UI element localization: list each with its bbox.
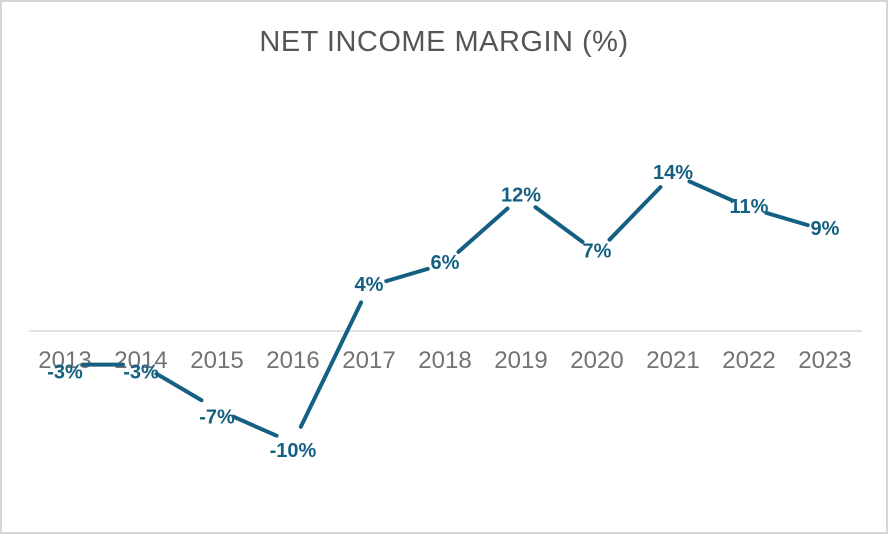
line-segment: [384, 266, 430, 284]
axis-label-2015: 2015: [190, 347, 243, 374]
axis-label-2017: 2017: [342, 347, 395, 374]
axis-label-2022: 2022: [722, 347, 775, 374]
line-segment: [764, 210, 810, 228]
data-label-2016: -10%: [270, 440, 317, 462]
axis-label-2020: 2020: [570, 347, 623, 374]
data-label-2013: -3%: [47, 362, 83, 384]
data-label-2015: -7%: [199, 406, 235, 428]
line-segment: [298, 300, 364, 429]
axis-label-2019: 2019: [494, 347, 547, 374]
data-label-2020: 7%: [583, 241, 612, 263]
line-segment: [154, 371, 204, 403]
data-label-2017: 4%: [355, 274, 384, 296]
data-label-2019: 12%: [501, 185, 541, 207]
axis-label-2016: 2016: [266, 347, 319, 374]
data-label-2018: 6%: [431, 252, 460, 274]
axis-label-2021: 2021: [646, 347, 699, 374]
data-label-2023: 9%: [811, 218, 840, 240]
axis-label-2023: 2023: [798, 347, 851, 374]
line-segment: [687, 179, 735, 203]
data-label-2021: 14%: [653, 162, 693, 184]
line-segment: [456, 206, 510, 254]
line-segment: [533, 205, 585, 244]
line-segment: [607, 185, 663, 242]
axis-label-2018: 2018: [418, 347, 471, 374]
axis-label-2013: 2013: [38, 347, 91, 374]
data-label-2022: 11%: [730, 196, 769, 218]
axis-label-2014: 2014: [114, 347, 167, 374]
line-segment: [231, 414, 279, 438]
data-label-2014: -3%: [123, 362, 159, 384]
